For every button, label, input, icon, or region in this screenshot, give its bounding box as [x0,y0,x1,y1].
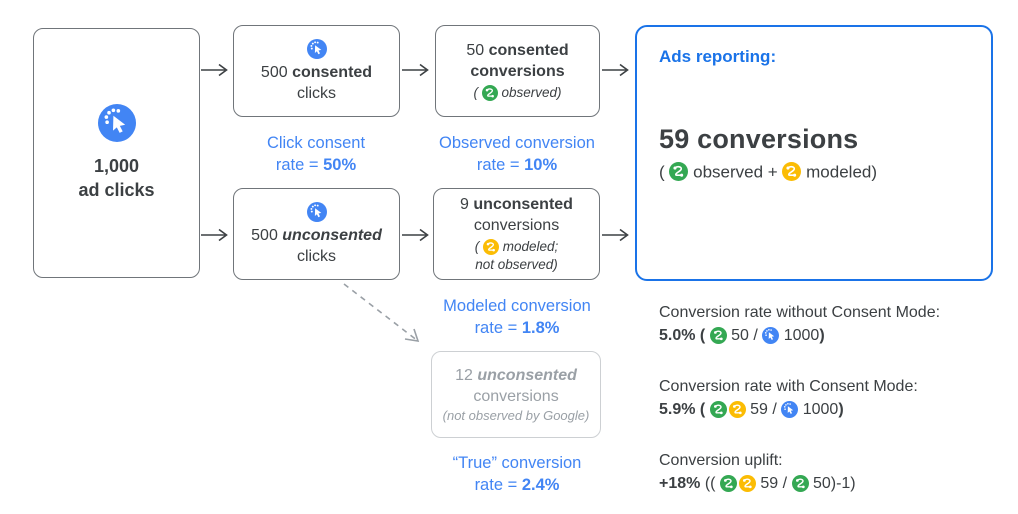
ad-click-icon [762,327,779,344]
modeled-rate-label: Modeled conversion rate = 1.8% [443,297,591,337]
observed-conversion-icon [710,327,727,344]
true-rate-label: “True” conversion rate = 2.4% [452,454,582,494]
stat-with-consent-mode: Conversion rate with Consent Mode: 5.9% … [659,378,918,418]
unconsented-clicks-line2: clicks [296,247,337,265]
observed-conversion-icon [482,85,498,101]
dashed-arrow-true-conversions [343,283,420,342]
arrow-total-to-unconsented [200,227,230,243]
observed-rate-label: Observed conversion rate = 10% [439,134,595,174]
unconsented-conversions-line1: 9 unconsented [460,196,573,213]
ad-click-icon [781,401,798,418]
consented-conversions-line1: 50 consented [466,42,569,59]
arrow-conversions-to-reporting [601,62,631,78]
modeled-conversion-icon [483,239,499,255]
unconsented-clicks-box: 500 unconsented clicks [233,188,400,280]
true-unconsented-note: (not observed by Google) [442,407,590,423]
ads-reporting-breakdown: ( observed + modeled) [659,162,878,182]
arrow-total-to-consented [200,62,230,78]
modeled-conversion-icon [782,162,801,181]
modeled-note-line1: ( modeled; [474,239,559,255]
consented-clicks-line1: 500 consented [260,63,373,81]
stat-without-consent-mode: Conversion rate without Consent Mode: 5.… [659,304,941,344]
modeled-conversion-icon [739,475,756,492]
modeled-conversion-icon [729,401,746,418]
observed-note: ( observed) [473,85,562,101]
true-unconsented-line1: 12 unconsented [455,366,577,384]
unconsented-conversions-box: 9 unconsented conversions ( modeled; not… [433,188,600,280]
conversion-stats: Conversion rate without Consent Mode: 5.… [659,302,1009,514]
observed-conversion-icon [720,475,737,492]
stat-uplift: Conversion uplift: +18% (( 59 / 50)-1) [659,452,856,492]
arrow-modeled-to-reporting [601,227,631,243]
consented-conversions-line2: conversions [470,63,565,80]
total-clicks-label: ad clicks [78,180,155,200]
consented-clicks-line2: clicks [296,84,337,102]
consented-clicks-box: 500 consented clicks [233,25,400,117]
click-consent-rate-label: Click consent rate = 50% [266,134,366,174]
observed-conversion-icon [710,401,727,418]
total-ad-clicks-box: 1,000 ad clicks [33,28,200,278]
ad-click-icon [307,39,327,59]
unconsented-conversions-line2: conversions [473,217,560,234]
true-unconsented-line2: conversions [473,387,559,405]
consented-conversions-box: 50 consented conversions ( observed) [435,25,600,117]
arrow-consented-to-conversions [401,62,431,78]
ad-click-icon [98,104,136,142]
true-unconsented-box: 12 unconsented conversions (not observed… [431,351,601,438]
total-clicks-number: 1,000 [93,156,140,176]
observed-conversion-icon [792,475,809,492]
ads-reporting-title: Ads reporting: [659,47,777,66]
ads-reporting-box: Ads reporting: 59 conversions ( observed… [635,25,993,281]
arrow-unconsented-to-conversions [401,227,431,243]
unconsented-clicks-line1: 500 unconsented [251,226,382,244]
observed-conversion-icon [669,162,688,181]
ad-click-icon [307,202,327,222]
ads-reporting-headline: 59 conversions [659,124,859,154]
modeled-note-line2: not observed) [475,257,558,272]
